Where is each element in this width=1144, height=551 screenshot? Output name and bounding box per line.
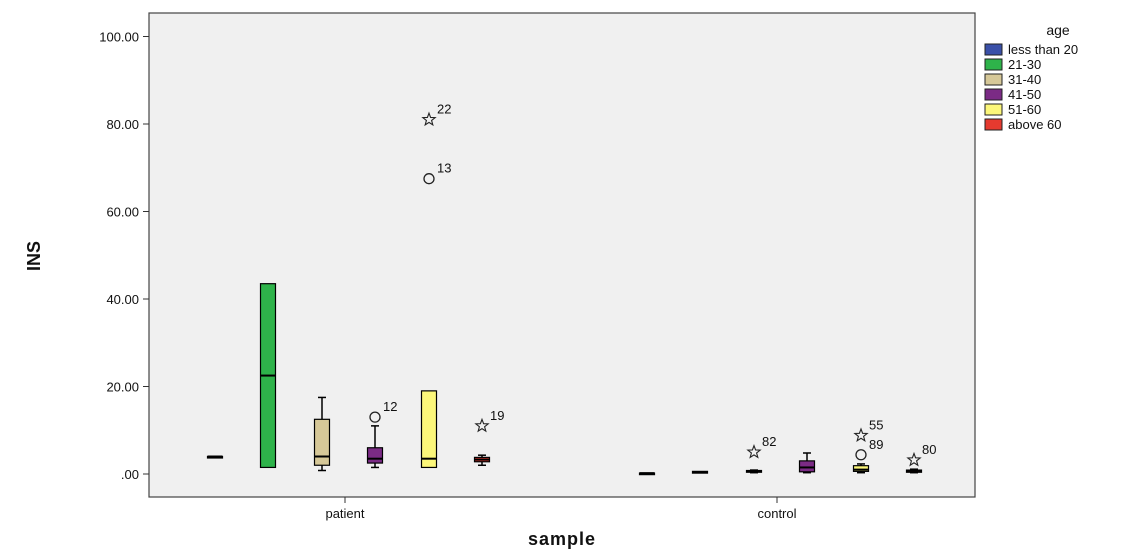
box-patient-51-60: 22 13 [420,102,451,469]
outlier-label: 19 [490,408,504,423]
legend-label: 51-60 [1008,102,1041,117]
box-patient-21-30 [259,283,277,469]
box-control-less-than-20 [638,472,656,476]
y-tick-label: .00 [121,467,139,482]
legend-label: 41-50 [1008,87,1041,102]
x-axis-title: sample [528,529,596,549]
box-control-31-40: 82 [745,434,776,474]
outlier-star [474,417,490,433]
box-patient-less-than-20 [206,455,224,459]
legend-swatch [984,73,1003,86]
legend-swatch [984,88,1003,101]
legend-label: 21-30 [1008,57,1041,72]
y-tick-label: 100.00 [99,30,139,45]
box-patient-above-60: 19 [473,408,504,466]
box-patient-31-40 [313,396,331,472]
box-body [852,465,870,472]
legend-swatch [984,118,1003,131]
outlier-star [906,451,922,467]
outlier-circle [855,449,867,461]
outlier-star [421,111,437,127]
outlier-label: 89 [869,437,883,452]
legend-label: less than 20 [1008,42,1078,57]
x-axis: patient control [325,497,797,521]
box-body [798,460,816,473]
outlier-label: 80 [922,442,936,457]
legend-swatch [984,43,1003,56]
outlier-circle [369,411,381,423]
outlier-label: 82 [762,434,776,449]
x-tick-label: control [757,506,796,521]
legend: age less than 2021-3031-4041-5051-60abov… [984,22,1078,132]
legend-title: age [1046,22,1070,38]
box-body [313,418,331,466]
outlier-circle [423,173,435,185]
x-tick-label: patient [325,506,364,521]
outlier-label: 13 [437,161,451,176]
y-axis: .00 20.00 40.00 60.00 80.00 100.00 [99,30,149,482]
box-patient-41-50: 12 [366,399,397,469]
box-control-41-50 [798,452,816,474]
y-tick-label: 40.00 [106,292,139,307]
legend-swatch [984,103,1003,116]
outlier-label: 12 [383,399,397,414]
plot-area [148,12,976,498]
y-tick-label: 20.00 [106,380,139,395]
outlier-label: 22 [437,102,451,117]
y-axis-title: INS [24,241,44,271]
box-body [420,390,438,469]
legend-swatch [984,58,1003,71]
box-control-above-60: 80 [905,442,936,474]
y-tick-label: 80.00 [106,117,139,132]
legend-label: 31-40 [1008,72,1041,87]
legend-label: above 60 [1008,117,1062,132]
outlier-label: 55 [869,418,883,433]
box-body [366,447,384,464]
y-tick-label: 60.00 [106,205,139,220]
outlier-star [746,444,762,459]
outlier-star [853,427,869,443]
box-control-21-30 [691,470,709,474]
